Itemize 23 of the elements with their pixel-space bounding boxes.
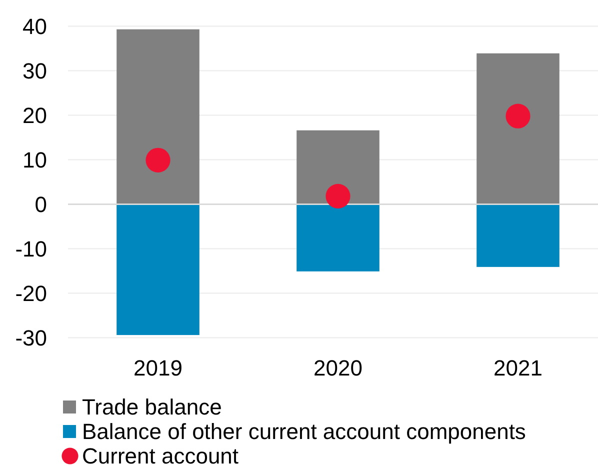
y-tick-label: -10	[15, 236, 47, 262]
y-tick-label: 0	[34, 192, 47, 217]
legend-label: Balance of other current account components	[82, 419, 526, 444]
y-tick-label: 30	[22, 58, 47, 84]
legend-label: Current account	[82, 444, 239, 466]
y-tick-label: 20	[22, 102, 47, 128]
y-tick-label: 10	[22, 147, 47, 172]
x-tick-label: 2020	[314, 355, 362, 380]
point	[326, 184, 350, 208]
y-tick-label: -20	[15, 280, 47, 306]
bar	[296, 130, 380, 204]
y-tick-label: 40	[22, 14, 47, 39]
bar	[116, 29, 200, 204]
x-tick-label: 2019	[134, 355, 182, 380]
point	[146, 148, 170, 172]
bar	[116, 204, 200, 336]
point	[506, 104, 530, 128]
y-tick-label: -30	[15, 325, 47, 350]
bar	[476, 204, 560, 267]
bar	[296, 204, 380, 272]
x-tick-label: 2021	[494, 355, 542, 380]
bar	[476, 53, 560, 204]
legend-label: Trade balance	[82, 394, 222, 420]
